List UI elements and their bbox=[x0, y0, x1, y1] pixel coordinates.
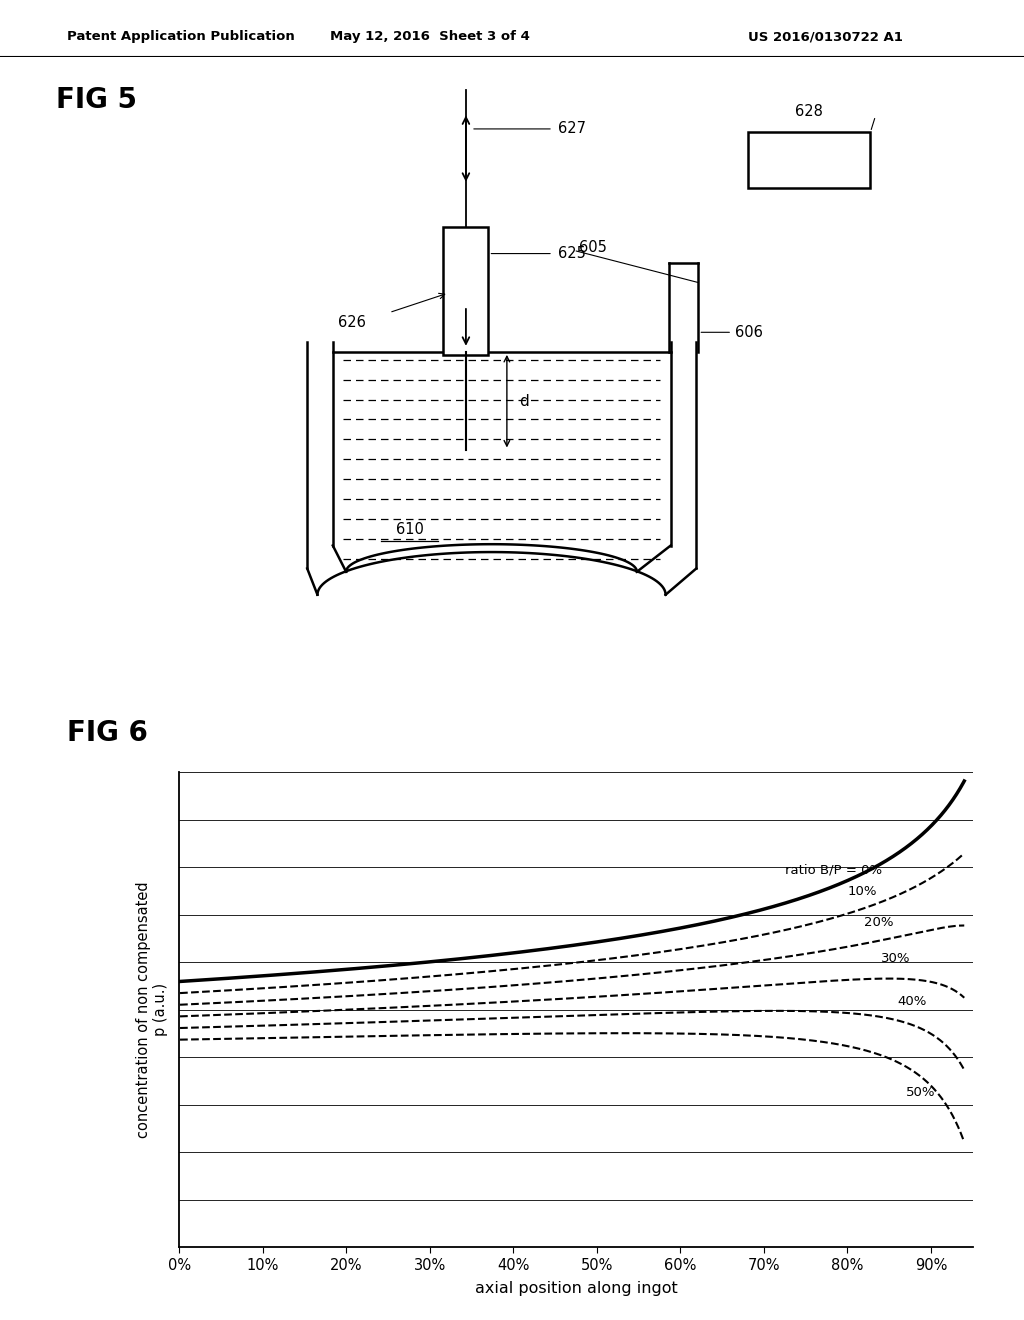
Text: May 12, 2016  Sheet 3 of 4: May 12, 2016 Sheet 3 of 4 bbox=[330, 30, 530, 44]
Text: 10%: 10% bbox=[848, 886, 877, 899]
Text: 20%: 20% bbox=[864, 916, 894, 929]
Bar bbox=[443, 227, 488, 355]
Text: 50%: 50% bbox=[906, 1086, 936, 1100]
Text: 627: 627 bbox=[558, 121, 586, 136]
X-axis label: axial position along ingot: axial position along ingot bbox=[475, 1282, 677, 1296]
Text: ratio B/P = 0%: ratio B/P = 0% bbox=[784, 865, 882, 876]
Text: 40%: 40% bbox=[898, 995, 927, 1008]
Text: FIG 5: FIG 5 bbox=[56, 86, 137, 115]
Text: Patent Application Publication: Patent Application Publication bbox=[67, 30, 294, 44]
Text: 610: 610 bbox=[395, 521, 424, 537]
Text: 605: 605 bbox=[579, 239, 606, 255]
Text: 606: 606 bbox=[735, 325, 763, 339]
Text: d: d bbox=[519, 393, 529, 409]
Text: 625: 625 bbox=[558, 246, 586, 261]
Text: 30%: 30% bbox=[881, 952, 910, 965]
Y-axis label: concentration of non compensated
p (a.u.): concentration of non compensated p (a.u.… bbox=[136, 882, 168, 1138]
Bar bbox=[748, 132, 870, 187]
Text: US 2016/0130722 A1: US 2016/0130722 A1 bbox=[748, 30, 902, 44]
Text: 626: 626 bbox=[338, 315, 366, 330]
Text: 628: 628 bbox=[795, 104, 823, 119]
Text: FIG 6: FIG 6 bbox=[67, 719, 147, 747]
